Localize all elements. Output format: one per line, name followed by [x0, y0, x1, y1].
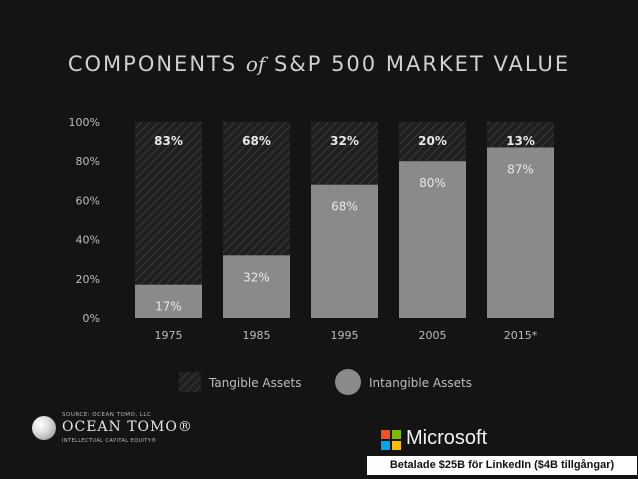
y-tick-label: 40% — [76, 234, 100, 247]
y-tick-label: 20% — [76, 273, 100, 286]
x-tick-label: 2015* — [504, 329, 538, 342]
tangible-value-label: 68% — [242, 134, 271, 148]
source-label: SOURCE: OCEAN TOMO, LLC — [62, 412, 152, 418]
ocean-tomo-brand: OCEAN TOMO® — [62, 419, 193, 435]
microsoft-logo-icon — [381, 430, 401, 450]
legend-label-tangible: Tangible Assets — [208, 376, 301, 390]
legend-label-intangible: Intangible Assets — [369, 376, 472, 390]
ocean-tomo-tagline: INTELLECTUAL CAPITAL EQUITY® — [62, 438, 157, 444]
source-credit: SOURCE: OCEAN TOMO, LLC OCEAN TOMO® INTE… — [32, 412, 202, 452]
tangible-bar — [223, 122, 290, 256]
intangible-bar — [311, 184, 378, 318]
tangible-bar — [487, 122, 554, 148]
tangible-value-label: 20% — [418, 134, 447, 148]
y-tick-label: 60% — [76, 194, 100, 207]
title-part-2: of — [245, 52, 266, 76]
linkedin-caption: Betalade $25B för LinkedIn ($4B tillgång… — [367, 456, 637, 475]
intangible-value-label: 32% — [243, 270, 270, 284]
microsoft-wordmark: Microsoft — [406, 427, 488, 449]
microsoft-logo-square — [392, 430, 401, 439]
microsoft-logo-square — [381, 430, 390, 439]
title-part-3: S&P 500 MARKET VALUE — [274, 52, 571, 76]
x-tick-label: 1985 — [243, 329, 271, 342]
y-tick-label: 0% — [83, 312, 100, 325]
intangible-value-label: 80% — [419, 176, 446, 190]
intangible-bar — [487, 147, 554, 318]
tangible-value-label: 32% — [330, 134, 359, 148]
tangible-value-label: 13% — [506, 134, 535, 148]
y-tick-label: 80% — [76, 155, 100, 168]
tangible-bar — [135, 122, 202, 285]
tangible-bar — [399, 122, 466, 162]
page-title: COMPONENTS of S&P 500 MARKET VALUE — [0, 52, 638, 76]
legend-swatch-tangible — [179, 372, 201, 392]
intangible-value-label: 17% — [155, 300, 182, 314]
x-tick-label: 1975 — [155, 329, 183, 342]
tangible-value-label: 83% — [154, 134, 183, 148]
globe-icon — [32, 416, 56, 440]
x-tick-label: 1995 — [331, 329, 359, 342]
intangible-bar — [135, 284, 202, 318]
intangible-bar — [223, 255, 290, 318]
y-tick-label: 100% — [69, 116, 100, 129]
intangible-bar — [399, 161, 466, 318]
intangible-value-label: 68% — [331, 200, 358, 214]
intangible-value-label: 87% — [507, 162, 534, 176]
tangible-bar — [311, 122, 378, 185]
x-tick-label: 2005 — [419, 329, 447, 342]
legend-swatch-intangible — [335, 369, 361, 395]
microsoft-logo-square — [381, 441, 390, 450]
title-part-1: COMPONENTS — [67, 52, 238, 76]
microsoft-logo-square — [392, 441, 401, 450]
